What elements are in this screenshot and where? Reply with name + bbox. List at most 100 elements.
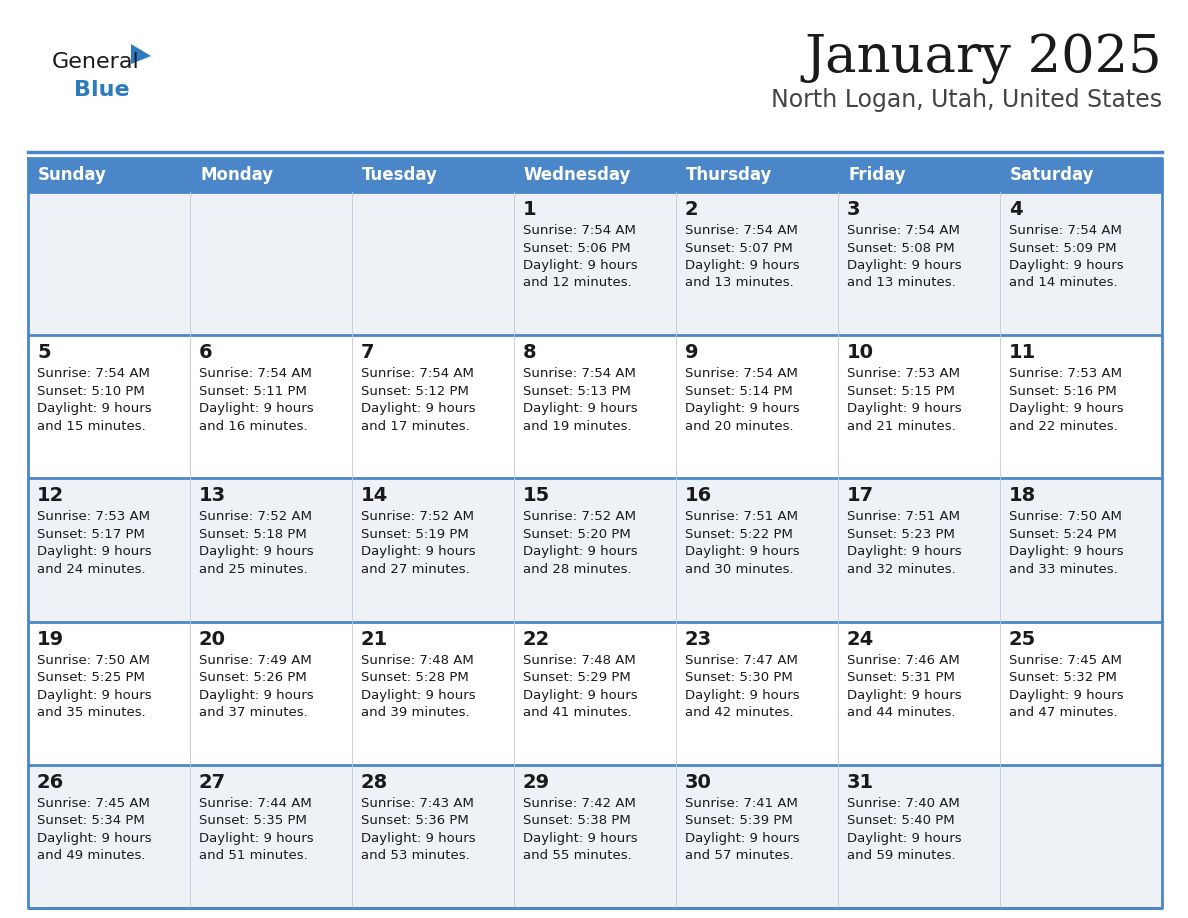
Bar: [838, 335, 1000, 478]
Text: 17: 17: [847, 487, 874, 506]
Text: Sunrise: 7:53 AM
Sunset: 5:15 PM
Daylight: 9 hours
and 21 minutes.: Sunrise: 7:53 AM Sunset: 5:15 PM Dayligh…: [847, 367, 961, 432]
Bar: [29, 158, 190, 192]
Text: Sunrise: 7:54 AM
Sunset: 5:08 PM
Daylight: 9 hours
and 13 minutes.: Sunrise: 7:54 AM Sunset: 5:08 PM Dayligh…: [847, 224, 961, 289]
Bar: [838, 158, 1000, 192]
Text: Sunrise: 7:50 AM
Sunset: 5:24 PM
Daylight: 9 hours
and 33 minutes.: Sunrise: 7:50 AM Sunset: 5:24 PM Dayligh…: [1009, 510, 1124, 576]
Text: 28: 28: [361, 773, 388, 792]
Text: Sunrise: 7:54 AM
Sunset: 5:09 PM
Daylight: 9 hours
and 14 minutes.: Sunrise: 7:54 AM Sunset: 5:09 PM Dayligh…: [1009, 224, 1124, 289]
Bar: [29, 765, 190, 908]
Text: 20: 20: [200, 630, 226, 649]
Text: Sunrise: 7:54 AM
Sunset: 5:13 PM
Daylight: 9 hours
and 19 minutes.: Sunrise: 7:54 AM Sunset: 5:13 PM Dayligh…: [523, 367, 638, 432]
Bar: [514, 765, 676, 908]
Bar: [352, 192, 514, 335]
Bar: [1000, 335, 1162, 478]
Text: 25: 25: [1009, 630, 1036, 649]
Bar: [838, 478, 1000, 621]
Text: 16: 16: [685, 487, 713, 506]
Bar: [1000, 158, 1162, 192]
Bar: [352, 158, 514, 192]
Bar: [352, 335, 514, 478]
Bar: [29, 478, 190, 621]
Text: Sunrise: 7:50 AM
Sunset: 5:25 PM
Daylight: 9 hours
and 35 minutes.: Sunrise: 7:50 AM Sunset: 5:25 PM Dayligh…: [37, 654, 152, 719]
Bar: [838, 621, 1000, 765]
Bar: [514, 158, 676, 192]
Text: Monday: Monday: [200, 166, 273, 184]
Text: Sunrise: 7:52 AM
Sunset: 5:20 PM
Daylight: 9 hours
and 28 minutes.: Sunrise: 7:52 AM Sunset: 5:20 PM Dayligh…: [523, 510, 638, 576]
Text: Sunrise: 7:45 AM
Sunset: 5:34 PM
Daylight: 9 hours
and 49 minutes.: Sunrise: 7:45 AM Sunset: 5:34 PM Dayligh…: [37, 797, 152, 862]
Text: 26: 26: [37, 773, 64, 792]
Bar: [29, 621, 190, 765]
Text: Sunrise: 7:53 AM
Sunset: 5:16 PM
Daylight: 9 hours
and 22 minutes.: Sunrise: 7:53 AM Sunset: 5:16 PM Dayligh…: [1009, 367, 1124, 432]
Text: 23: 23: [685, 630, 712, 649]
Text: Sunrise: 7:54 AM
Sunset: 5:12 PM
Daylight: 9 hours
and 17 minutes.: Sunrise: 7:54 AM Sunset: 5:12 PM Dayligh…: [361, 367, 475, 432]
Bar: [352, 621, 514, 765]
Text: Sunrise: 7:41 AM
Sunset: 5:39 PM
Daylight: 9 hours
and 57 minutes.: Sunrise: 7:41 AM Sunset: 5:39 PM Dayligh…: [685, 797, 800, 862]
Text: 1: 1: [523, 200, 537, 219]
Text: 3: 3: [847, 200, 860, 219]
Text: Sunrise: 7:44 AM
Sunset: 5:35 PM
Daylight: 9 hours
and 51 minutes.: Sunrise: 7:44 AM Sunset: 5:35 PM Dayligh…: [200, 797, 314, 862]
Text: Sunrise: 7:53 AM
Sunset: 5:17 PM
Daylight: 9 hours
and 24 minutes.: Sunrise: 7:53 AM Sunset: 5:17 PM Dayligh…: [37, 510, 152, 576]
Text: Wednesday: Wednesday: [524, 166, 631, 184]
Text: Blue: Blue: [74, 80, 129, 100]
Text: 22: 22: [523, 630, 550, 649]
Text: General: General: [52, 52, 140, 72]
Text: Sunrise: 7:51 AM
Sunset: 5:22 PM
Daylight: 9 hours
and 30 minutes.: Sunrise: 7:51 AM Sunset: 5:22 PM Dayligh…: [685, 510, 800, 576]
Text: 6: 6: [200, 343, 213, 363]
Text: Sunrise: 7:45 AM
Sunset: 5:32 PM
Daylight: 9 hours
and 47 minutes.: Sunrise: 7:45 AM Sunset: 5:32 PM Dayligh…: [1009, 654, 1124, 719]
Bar: [1000, 765, 1162, 908]
Text: 29: 29: [523, 773, 550, 792]
Bar: [676, 335, 838, 478]
Text: Sunrise: 7:54 AM
Sunset: 5:10 PM
Daylight: 9 hours
and 15 minutes.: Sunrise: 7:54 AM Sunset: 5:10 PM Dayligh…: [37, 367, 152, 432]
Bar: [1000, 478, 1162, 621]
Text: 11: 11: [1009, 343, 1036, 363]
Bar: [1000, 621, 1162, 765]
Bar: [514, 335, 676, 478]
Text: 15: 15: [523, 487, 550, 506]
Text: Sunrise: 7:48 AM
Sunset: 5:28 PM
Daylight: 9 hours
and 39 minutes.: Sunrise: 7:48 AM Sunset: 5:28 PM Dayligh…: [361, 654, 475, 719]
Bar: [676, 478, 838, 621]
Text: January 2025: January 2025: [804, 32, 1162, 84]
Text: 21: 21: [361, 630, 388, 649]
Text: 13: 13: [200, 487, 226, 506]
Text: 19: 19: [37, 630, 64, 649]
Polygon shape: [131, 44, 151, 64]
Bar: [1000, 192, 1162, 335]
Text: 5: 5: [37, 343, 51, 363]
Text: 30: 30: [685, 773, 712, 792]
Text: Sunrise: 7:51 AM
Sunset: 5:23 PM
Daylight: 9 hours
and 32 minutes.: Sunrise: 7:51 AM Sunset: 5:23 PM Dayligh…: [847, 510, 961, 576]
Text: Tuesday: Tuesday: [362, 166, 438, 184]
Text: 9: 9: [685, 343, 699, 363]
Bar: [676, 765, 838, 908]
Text: 10: 10: [847, 343, 874, 363]
Text: 24: 24: [847, 630, 874, 649]
Text: Sunrise: 7:47 AM
Sunset: 5:30 PM
Daylight: 9 hours
and 42 minutes.: Sunrise: 7:47 AM Sunset: 5:30 PM Dayligh…: [685, 654, 800, 719]
Bar: [190, 335, 352, 478]
Text: Sunrise: 7:46 AM
Sunset: 5:31 PM
Daylight: 9 hours
and 44 minutes.: Sunrise: 7:46 AM Sunset: 5:31 PM Dayligh…: [847, 654, 961, 719]
Bar: [190, 158, 352, 192]
Bar: [29, 335, 190, 478]
Bar: [838, 192, 1000, 335]
Text: Sunrise: 7:54 AM
Sunset: 5:06 PM
Daylight: 9 hours
and 12 minutes.: Sunrise: 7:54 AM Sunset: 5:06 PM Dayligh…: [523, 224, 638, 289]
Text: 14: 14: [361, 487, 388, 506]
Text: 8: 8: [523, 343, 537, 363]
Text: Saturday: Saturday: [1010, 166, 1094, 184]
Bar: [190, 192, 352, 335]
Bar: [352, 478, 514, 621]
Bar: [676, 621, 838, 765]
Text: Sunrise: 7:54 AM
Sunset: 5:14 PM
Daylight: 9 hours
and 20 minutes.: Sunrise: 7:54 AM Sunset: 5:14 PM Dayligh…: [685, 367, 800, 432]
Text: Sunrise: 7:43 AM
Sunset: 5:36 PM
Daylight: 9 hours
and 53 minutes.: Sunrise: 7:43 AM Sunset: 5:36 PM Dayligh…: [361, 797, 475, 862]
Text: Sunrise: 7:42 AM
Sunset: 5:38 PM
Daylight: 9 hours
and 55 minutes.: Sunrise: 7:42 AM Sunset: 5:38 PM Dayligh…: [523, 797, 638, 862]
Text: 18: 18: [1009, 487, 1036, 506]
Text: Sunrise: 7:40 AM
Sunset: 5:40 PM
Daylight: 9 hours
and 59 minutes.: Sunrise: 7:40 AM Sunset: 5:40 PM Dayligh…: [847, 797, 961, 862]
Text: Sunrise: 7:54 AM
Sunset: 5:07 PM
Daylight: 9 hours
and 13 minutes.: Sunrise: 7:54 AM Sunset: 5:07 PM Dayligh…: [685, 224, 800, 289]
Bar: [190, 621, 352, 765]
Text: Sunrise: 7:52 AM
Sunset: 5:18 PM
Daylight: 9 hours
and 25 minutes.: Sunrise: 7:52 AM Sunset: 5:18 PM Dayligh…: [200, 510, 314, 576]
Bar: [676, 158, 838, 192]
Bar: [676, 192, 838, 335]
Text: Sunrise: 7:48 AM
Sunset: 5:29 PM
Daylight: 9 hours
and 41 minutes.: Sunrise: 7:48 AM Sunset: 5:29 PM Dayligh…: [523, 654, 638, 719]
Text: 2: 2: [685, 200, 699, 219]
Bar: [514, 192, 676, 335]
Bar: [838, 765, 1000, 908]
Text: 12: 12: [37, 487, 64, 506]
Bar: [352, 765, 514, 908]
